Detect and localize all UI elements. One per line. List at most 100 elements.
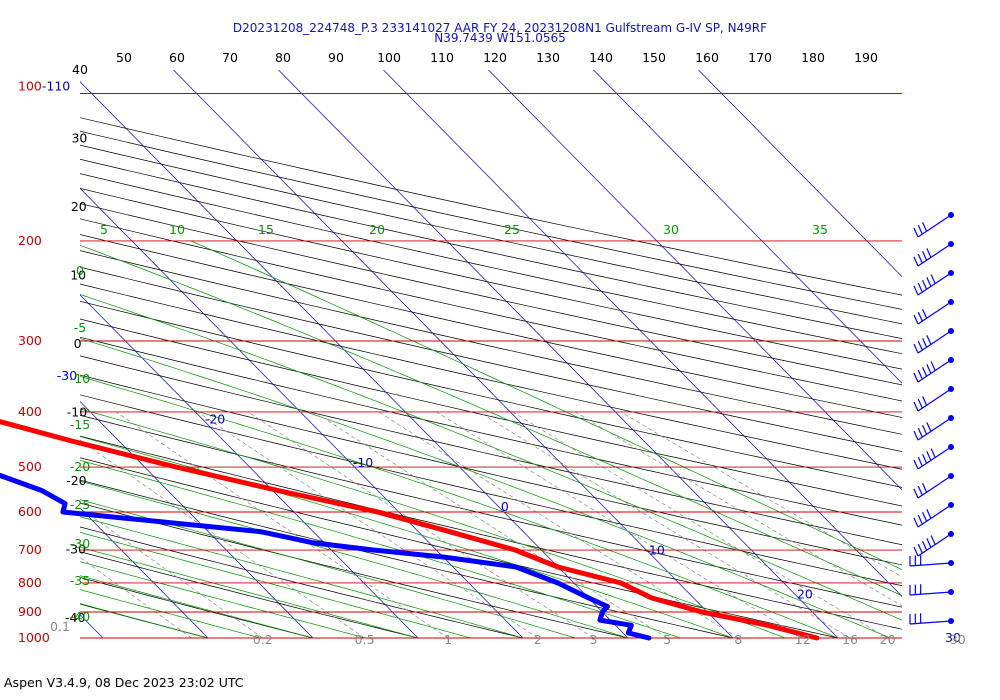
temperature-profile-line <box>0 419 820 641</box>
wind-barb <box>913 241 954 267</box>
mixing-ratio-label: 2 <box>534 632 542 647</box>
dry-adiabat-line <box>80 577 314 639</box>
pressure-label: 600 <box>18 504 42 519</box>
isotherm-line <box>593 69 902 384</box>
dry-adiabat-line <box>80 188 902 370</box>
top-axis-tick-label: 110 <box>430 50 454 65</box>
mixing-ratio-label: 1 <box>444 632 452 647</box>
moist-adiabat-label: -15 <box>70 417 90 432</box>
wind-barb <box>913 357 954 383</box>
top-axis-tick-label: 80 <box>275 50 291 65</box>
dry-adiabat-line <box>80 300 902 488</box>
wind-barbs <box>909 212 954 625</box>
moist-adiabat-line <box>80 575 314 639</box>
moist-adiabat-label: -20 <box>70 459 90 474</box>
left-scale-label: 0 <box>74 336 82 351</box>
left-scale-label: -30 <box>66 542 86 557</box>
moist-adiabat-label: 20 <box>369 222 385 237</box>
top-axis-tick-label: 50 <box>116 50 132 65</box>
mixing-ratio-label: 0.2 <box>253 632 273 647</box>
dry-adiabat-line <box>80 479 734 639</box>
mixing-ratio-line <box>436 411 803 639</box>
moist-adiabat-line <box>80 436 734 639</box>
isotherm-line <box>80 507 209 639</box>
mixing-ratio-label: 30 <box>950 632 966 647</box>
moist-adiabat-label: 0 <box>76 263 84 278</box>
pressure-label: 400 <box>18 404 42 419</box>
dry-adiabat-line <box>80 158 902 339</box>
dry-adiabat-lines <box>80 117 902 639</box>
pressure-label: 800 <box>18 575 42 590</box>
moist-adiabat-line <box>80 589 261 639</box>
pressure-label-110: -110 <box>42 79 70 94</box>
isobar-lines <box>80 93 902 639</box>
wind-barb <box>913 415 954 441</box>
top-axis-tick-label: 90 <box>328 50 344 65</box>
moist-adiabat-line <box>80 459 681 639</box>
isotherm-line <box>383 69 902 597</box>
sounding-profiles <box>0 419 820 641</box>
dry-adiabat-line <box>80 117 902 296</box>
moist-adiabat-label: -10 <box>70 371 90 386</box>
isotherm-line <box>173 69 734 639</box>
top-axis-tick-label: 120 <box>483 50 507 65</box>
moist-adiabat-label: -40 <box>70 609 90 624</box>
moist-adiabat-label: 30 <box>663 222 679 237</box>
dry-adiabat-line <box>80 394 902 587</box>
wind-barb <box>909 613 954 625</box>
wind-barb <box>913 328 954 354</box>
pressure-label: 700 <box>18 542 42 557</box>
mixing-ratio-label: 0.5 <box>355 632 375 647</box>
isotherm-line <box>698 69 902 278</box>
top-axis-tick-label: 150 <box>642 50 666 65</box>
moist-adiabat-line <box>80 516 524 639</box>
top-axis-tick-label: 60 <box>169 50 185 65</box>
dry-adiabat-line <box>80 144 902 325</box>
moist-adiabat-label: 35 <box>812 222 828 237</box>
moist-adiabat-label: 10 <box>169 222 185 237</box>
dry-adiabat-line <box>80 336 902 526</box>
mixing-ratio-label: 5 <box>663 632 671 647</box>
top-axis-tick-label: 70 <box>222 50 238 65</box>
moist-adiabat-label: -35 <box>70 573 90 588</box>
left-scale-label: -10 <box>67 405 87 420</box>
isotherm-label: -30 <box>57 368 77 383</box>
dry-adiabat-line <box>80 130 902 310</box>
dewpoint-profile-line <box>0 472 652 641</box>
wind-barb <box>913 299 954 325</box>
dry-adiabat-line <box>80 283 902 470</box>
pressure-label: 1000 <box>18 630 50 645</box>
isotherm-label: 0 <box>501 499 509 514</box>
left-scale-label: -40 <box>65 610 85 625</box>
isotherm-line <box>80 187 524 639</box>
mixing-ratio-label: 12 <box>795 632 811 647</box>
pressure-label-100: 100 <box>18 79 42 94</box>
top-axis-tick-label: 170 <box>748 50 772 65</box>
dry-adiabat-line <box>80 203 902 386</box>
pressure-label: 200 <box>18 233 42 248</box>
wind-barb <box>913 473 954 499</box>
left-scale-label: 20 <box>71 199 87 214</box>
dry-adiabat-line <box>80 435 902 630</box>
isotherm-label: 30 <box>945 630 961 645</box>
footer-version-text: Aspen V3.4.9, 08 Dec 2023 23:02 UTC <box>4 675 244 690</box>
isotherm-label: 10 <box>649 543 665 558</box>
moist-adiabat-label: -30 <box>70 536 90 551</box>
wind-barb <box>913 212 954 238</box>
moist-adiabat-line <box>80 532 471 639</box>
pressure-label: 100-110 <box>18 79 70 94</box>
pressure-label: 500 <box>18 459 42 474</box>
moist-adiabat-label: 25 <box>504 222 520 237</box>
wind-barb <box>913 270 954 296</box>
top-axis-tick-label: 180 <box>801 50 825 65</box>
isotherm-line <box>80 614 104 639</box>
moist-adiabat-label: -25 <box>70 497 90 512</box>
moist-adiabat-label: -5 <box>74 320 86 335</box>
wind-barb <box>913 531 954 557</box>
dry-adiabat-line <box>80 374 902 566</box>
mixing-ratio-lines <box>80 411 902 639</box>
isotherm-lines <box>80 69 902 639</box>
isotherm-label: 20 <box>797 586 813 601</box>
left-scale-label: 40 <box>72 62 88 77</box>
mixing-ratio-label: 8 <box>734 632 742 647</box>
